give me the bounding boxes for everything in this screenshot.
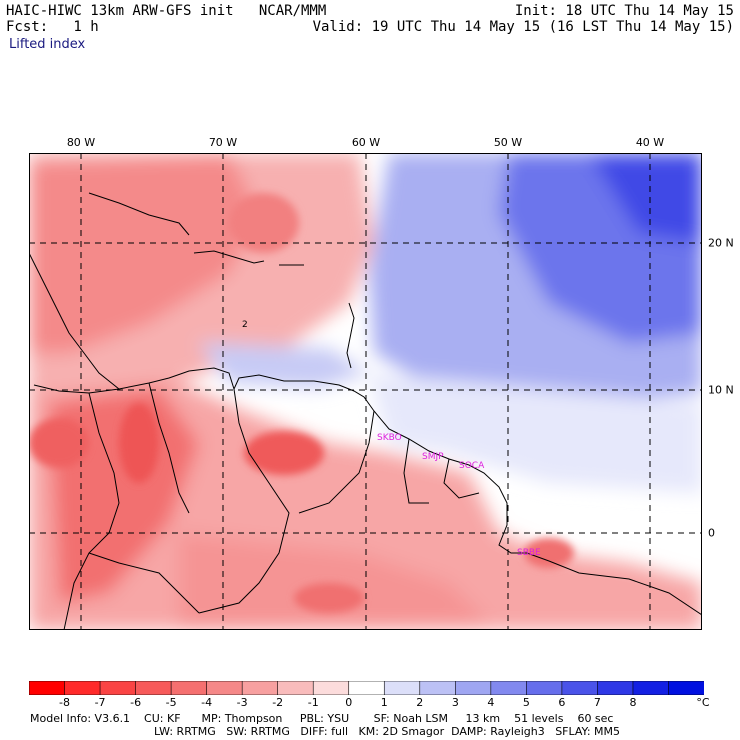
colorbar-tick-label: -3: [236, 696, 248, 709]
colorbar-swatch: [29, 681, 66, 695]
colorbar-tick-label: 7: [593, 696, 601, 709]
colorbar-swatch: [312, 681, 350, 695]
lat-label-10n: 10 N: [708, 383, 734, 397]
colorbar-tick-label: 1: [380, 696, 388, 709]
lon-label-50w: 50 W: [493, 136, 523, 149]
init-time: Init: 18 UTC Thu 14 May 15: [514, 3, 734, 19]
field-cell-5: [524, 538, 574, 568]
colorbar-swatch: [526, 681, 563, 695]
hispaniola-coast: [193, 250, 265, 264]
colorbar-tick-label: 5: [522, 696, 530, 709]
lon-label-70w: 70 W: [208, 136, 238, 149]
colorbar-unit: °C: [696, 696, 710, 709]
colorbar-tick-label: 4: [487, 696, 495, 709]
field-neutral-band: [369, 373, 702, 493]
colorbar-swatch: [64, 681, 101, 695]
field-negative-amazon: [179, 533, 489, 630]
colorbar-swatch: [206, 681, 243, 695]
field-cell-6: [294, 583, 364, 613]
lon-label-80w: 80 W: [66, 136, 96, 149]
lifted-index-map: SKBO SMJP SOCA SBBE 2: [29, 153, 702, 630]
field-positive-tongue: [199, 343, 369, 388]
colorbar-swatch: [99, 681, 137, 695]
border-6: [88, 552, 200, 614]
colorbar-swatch: [383, 681, 421, 695]
colorbar-swatch: [490, 681, 528, 695]
cuba-coast: [88, 192, 190, 236]
station-smjp: SMJP: [422, 452, 444, 462]
colorbar-tick-label: -4: [201, 696, 213, 709]
colorbar-swatch: [561, 681, 599, 695]
colorbar-tick-label: -1: [307, 696, 319, 709]
colorbar-tick-label: 0: [345, 696, 353, 709]
field-cell-2: [119, 403, 159, 483]
lon-label-60w: 60 W: [351, 136, 381, 149]
field-cell-4: [229, 193, 299, 253]
model-info-line1: Model Info: V3.6.1 CU: KF MP: Thompson P…: [30, 712, 614, 725]
colorbar-tick-label: -6: [130, 696, 142, 709]
colorbar-swatch: [419, 681, 457, 695]
lat-label-0: 0: [708, 526, 715, 540]
colorbar-tick-label: 2: [416, 696, 424, 709]
colorbar-swatch: [632, 681, 670, 695]
colorbar-tick-label: 6: [558, 696, 566, 709]
station-skbo: SKBO: [377, 433, 402, 443]
border-3: [298, 410, 375, 514]
lon-label-40w: 40 W: [635, 136, 665, 149]
field-cell-1: [244, 431, 324, 475]
colorbar-tick-label: -5: [165, 696, 177, 709]
lat-label-20n: 20 N: [708, 236, 734, 250]
colorbar-swatch: [135, 681, 172, 695]
border-4: [403, 438, 429, 504]
colorbar: [29, 681, 704, 695]
colorbar-tick-label: -7: [94, 696, 106, 709]
border-1: [148, 382, 190, 514]
lesser-antilles: [346, 302, 355, 369]
field-negative-caribbean: [29, 153, 259, 353]
central-america-coast: [29, 252, 120, 390]
field-name: Lifted index: [9, 37, 86, 52]
colorbar-swatch: [597, 681, 634, 695]
forecast-hour: Fcst: 1 h: [6, 19, 99, 35]
run-title: HAIC-HIWC 13km ARW-GFS init NCAR/MMM: [6, 3, 327, 19]
colorbar-tick-label: 3: [451, 696, 459, 709]
station-sbbe: SBBE: [517, 548, 541, 558]
colorbar-swatch: [241, 681, 279, 695]
map-frame: [29, 153, 702, 630]
colorbar-swatch: [455, 681, 492, 695]
colorbar-swatch: [277, 681, 315, 695]
colorbar-swatch: [348, 681, 386, 695]
colorbar-tick-label: -8: [59, 696, 70, 709]
colorbar-tick-label: -2: [272, 696, 284, 709]
border-2: [198, 388, 290, 614]
colorbar-tick-label: 8: [629, 696, 637, 709]
colorbar-swatch: [668, 681, 704, 695]
model-info-line2: LW: RRTMG SW: RRTMG DIFF: full KM: 2D Sm…: [154, 725, 620, 738]
west-south-america-coast: [63, 392, 120, 630]
colorbar-swatch: [170, 681, 208, 695]
station-soca: SOCA: [459, 461, 485, 471]
field-cell-3: [29, 418, 89, 468]
field-positive-core: [589, 153, 702, 243]
border-5: [443, 458, 480, 499]
valid-time: Valid: 19 UTC Thu 14 May 15 (16 LST Thu …: [312, 19, 734, 35]
contour-label: 2: [242, 320, 248, 330]
